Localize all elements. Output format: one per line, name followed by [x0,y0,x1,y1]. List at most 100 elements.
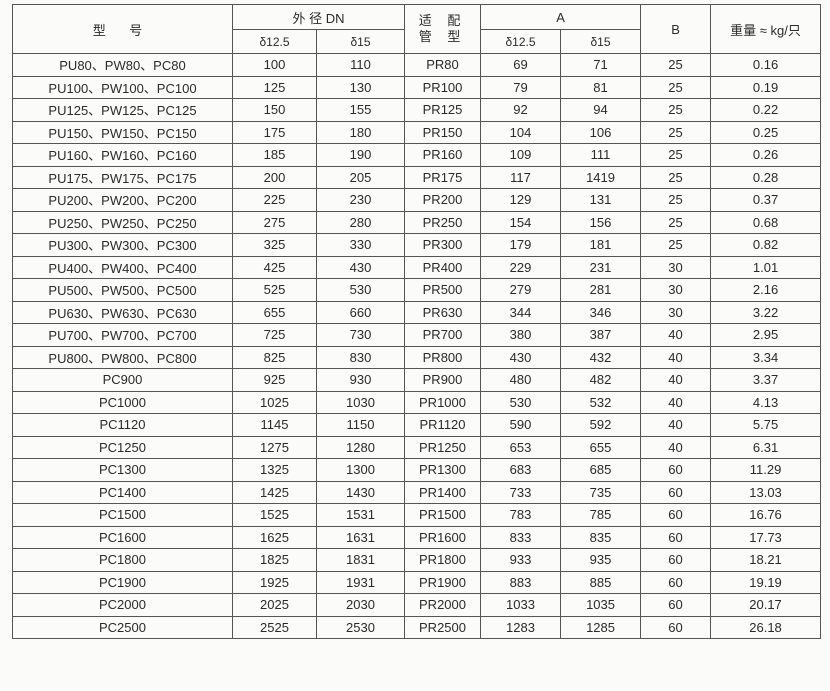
table-row: PU250、PW250、PC250 275 280 PR250 154 156 25 0.68 [12,210,822,234]
cell-a-12-5: 733 [480,480,562,504]
table-row: PC900 925 930 PR900 480 482 40 3.37 [12,368,822,392]
cell-weight: 6.31 [710,435,822,459]
cell-a-12-5: 229 [480,255,562,279]
cell-b: 60 [640,570,712,594]
cell-dn-12-5: 725 [232,323,317,347]
cell-dn-12-5: 1525 [232,503,317,527]
header-weight: 重量 ≈ kg/只 [710,4,822,54]
cell-b: 25 [640,75,712,99]
cell-b: 60 [640,525,712,549]
cell-model: PU300、PW300、PC300 [12,233,233,257]
cell-dn-15: 155 [315,98,406,122]
cell-dn-12-5: 1625 [232,525,317,549]
cell-a-15: 885 [560,570,642,594]
cell-dn-12-5: 2025 [232,593,317,617]
cell-a-15: 181 [560,233,642,257]
cell-a-15: 785 [560,503,642,527]
cell-a-12-5: 109 [480,143,562,167]
table-row: PC1800 1825 1831 PR1800 933 935 60 18.21 [12,548,822,572]
cell-dn-15: 1931 [315,570,406,594]
cell-dn-12-5: 1025 [232,390,317,414]
cell-a-15: 735 [560,480,642,504]
cell-a-15: 81 [560,75,642,99]
cell-a-15: 111 [560,143,642,167]
cell-weight: 26.18 [710,615,822,639]
header-pipe-type-line1: 适 配 [418,13,467,28]
cell-dn-12-5: 1275 [232,435,317,459]
cell-a-15: 532 [560,390,642,414]
table-row: PC1500 1525 1531 PR1500 783 785 60 16.76 [12,503,822,527]
cell-pipe-type: PR300 [404,233,482,257]
cell-dn-12-5: 825 [232,345,317,369]
cell-weight: 0.82 [710,233,822,257]
cell-b: 25 [640,188,712,212]
cell-pipe-type: PR1300 [404,458,482,482]
cell-weight: 0.19 [710,75,822,99]
cell-b: 40 [640,345,712,369]
cell-model: PU175、PW175、PC175 [12,165,233,189]
cell-dn-12-5: 275 [232,210,317,234]
cell-pipe-type: PR400 [404,255,482,279]
cell-a-15: 156 [560,210,642,234]
cell-dn-12-5: 525 [232,278,317,302]
cell-a-12-5: 480 [480,368,562,392]
cell-model: PU160、PW160、PC160 [12,143,233,167]
cell-dn-12-5: 150 [232,98,317,122]
cell-dn-12-5: 175 [232,120,317,144]
table-row: PU300、PW300、PC300 325 330 PR300 179 181 25 0.82 [12,233,822,257]
cell-model: PC2000 [12,593,233,617]
cell-pipe-type: PR1500 [404,503,482,527]
cell-pipe-type: PR900 [404,368,482,392]
cell-weight: 0.37 [710,188,822,212]
cell-weight: 0.28 [710,165,822,189]
cell-dn-15: 180 [315,120,406,144]
cell-dn-15: 1831 [315,548,406,572]
header-model: 型 号 [12,4,233,54]
cell-a-15: 835 [560,525,642,549]
cell-model: PU125、PW125、PC125 [12,98,233,122]
cell-pipe-type: PR1400 [404,480,482,504]
cell-model: PU80、PW80、PC80 [12,53,233,77]
cell-b: 30 [640,300,712,324]
cell-dn-15: 730 [315,323,406,347]
cell-pipe-type: PR1600 [404,525,482,549]
cell-pipe-type: PR1800 [404,548,482,572]
cell-weight: 17.73 [710,525,822,549]
cell-b: 25 [640,120,712,144]
cell-model: PC2500 [12,615,233,639]
cell-a-15: 281 [560,278,642,302]
cell-pipe-type: PR1900 [404,570,482,594]
cell-model: PC1000 [12,390,233,414]
cell-model: PC1600 [12,525,233,549]
cell-b: 60 [640,593,712,617]
cell-weight: 16.76 [710,503,822,527]
cell-weight: 4.13 [710,390,822,414]
cell-a-15: 346 [560,300,642,324]
cell-b: 25 [640,98,712,122]
cell-dn-12-5: 185 [232,143,317,167]
cell-dn-12-5: 200 [232,165,317,189]
table-row: PU400、PW400、PC400 425 430 PR400 229 231 30 1.01 [12,255,822,279]
cell-b: 60 [640,503,712,527]
cell-b: 60 [640,480,712,504]
table-row: PC1120 1145 1150 PR1120 590 592 40 5.75 [12,413,822,437]
cell-b: 25 [640,143,712,167]
cell-a-15: 1285 [560,615,642,639]
cell-weight: 20.17 [710,593,822,617]
cell-model: PU150、PW150、PC150 [12,120,233,144]
cell-a-15: 387 [560,323,642,347]
cell-model: PU630、PW630、PC630 [12,300,233,324]
cell-dn-15: 1150 [315,413,406,437]
cell-b: 40 [640,435,712,459]
cell-b: 25 [640,210,712,234]
cell-pipe-type: PR250 [404,210,482,234]
table-row: PU100、PW100、PC100 125 130 PR100 79 81 25 0.19 [12,75,822,99]
cell-b: 40 [640,368,712,392]
cell-dn-12-5: 925 [232,368,317,392]
cell-a-12-5: 783 [480,503,562,527]
cell-b: 40 [640,413,712,437]
cell-dn-15: 930 [315,368,406,392]
cell-a-12-5: 590 [480,413,562,437]
cell-a-15: 1035 [560,593,642,617]
cell-weight: 0.25 [710,120,822,144]
